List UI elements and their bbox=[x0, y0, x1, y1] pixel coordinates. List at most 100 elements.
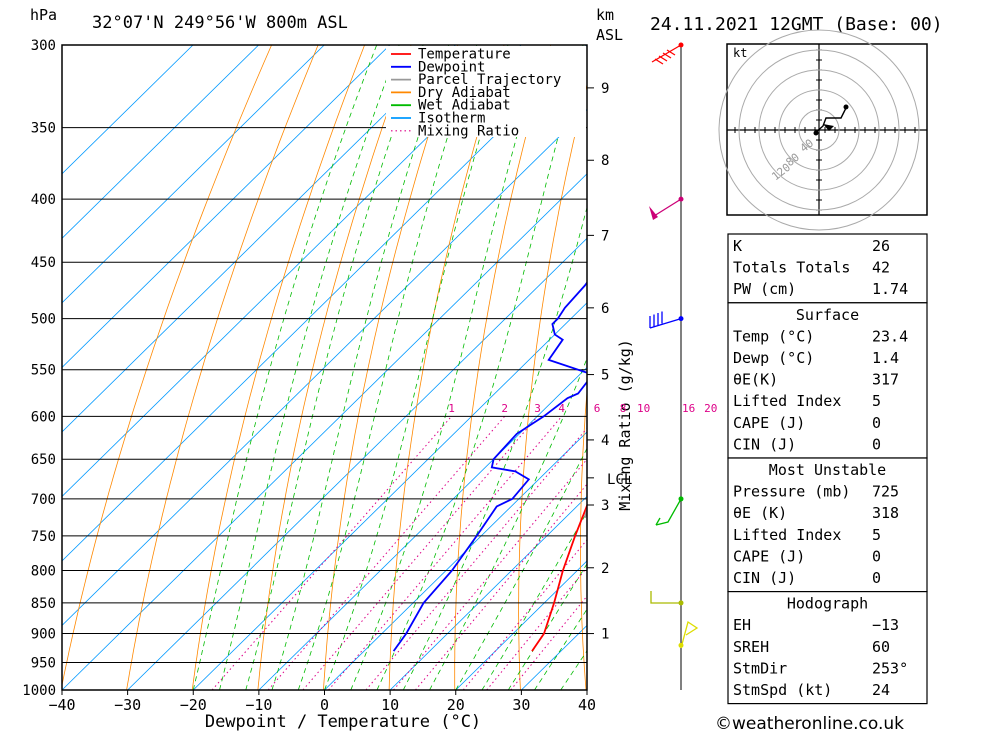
dry-adiabat-line bbox=[454, 45, 551, 690]
hodograph-startpoint bbox=[813, 130, 819, 136]
km-tick-label: 5 bbox=[601, 368, 609, 384]
isotherm-line bbox=[62, 45, 259, 239]
pressure-unit-label: hPa bbox=[30, 6, 57, 24]
pressure-tick-label: 300 bbox=[31, 38, 56, 54]
x-axis-label: Dewpoint / Temperature (°C) bbox=[205, 712, 481, 732]
indices-panel: K 26 Totals Totals 42 PW (cm) 1.74 Surface Temp… bbox=[727, 233, 928, 705]
series-temperature bbox=[531, 503, 587, 652]
isotherm-line bbox=[62, 45, 194, 175]
index-value: 42 bbox=[872, 259, 890, 277]
index-label: Pressure (mb) bbox=[733, 483, 850, 501]
hodograph-trace bbox=[814, 107, 847, 134]
index-label: EH bbox=[733, 616, 751, 634]
x-tick-label: −20 bbox=[180, 696, 207, 714]
dry-adiabat-line bbox=[518, 82, 587, 690]
axes: 3003504004505005506006507007508008509009… bbox=[22, 38, 740, 732]
index-value: −13 bbox=[872, 616, 899, 634]
dry-adiabat-line bbox=[191, 45, 365, 690]
index-value: 0 bbox=[872, 414, 881, 432]
indices-section-title: Hodograph bbox=[787, 595, 868, 613]
dry-adiabat-line bbox=[388, 45, 505, 690]
pressure-tick-label: 650 bbox=[31, 452, 56, 468]
wind-barb-shaft bbox=[653, 198, 682, 217]
index-label: StmSpd (kt) bbox=[733, 681, 832, 699]
index-label: CAPE (J) bbox=[733, 414, 805, 432]
isotherm-line bbox=[62, 45, 522, 497]
dry-adiabat-line bbox=[126, 45, 319, 690]
mixing-ratio-line bbox=[267, 416, 506, 690]
pressure-tick-label: 600 bbox=[31, 409, 56, 425]
wind-barb-shaft bbox=[651, 44, 682, 63]
index-value: 0 bbox=[872, 547, 881, 565]
wet-adiabat-line bbox=[324, 45, 509, 690]
mixing-ratio-value-label: 2 bbox=[501, 402, 508, 415]
index-value: 0 bbox=[872, 435, 881, 453]
dry-adiabat-line bbox=[965, 45, 1000, 690]
pressure-tick-label: 950 bbox=[31, 656, 56, 672]
wind-level-dot bbox=[678, 496, 684, 502]
index-value: 318 bbox=[872, 504, 899, 522]
index-value: 1.4 bbox=[872, 349, 899, 367]
index-value: 725 bbox=[872, 483, 899, 501]
isotherm-line bbox=[127, 237, 587, 690]
series-dewpoint bbox=[392, 281, 587, 652]
mixing-ratio-value-label: 16 bbox=[682, 402, 695, 415]
index-label: K bbox=[733, 237, 742, 255]
pressure-tick-label: 450 bbox=[31, 255, 56, 271]
km-tick-label: 3 bbox=[601, 498, 609, 514]
wet-adiabat-line bbox=[245, 45, 424, 690]
x-tick-label: −30 bbox=[114, 696, 141, 714]
legend-entry: Dry Adiabat bbox=[418, 85, 511, 101]
mixing-ratio-value-label: 3 bbox=[534, 402, 541, 415]
wind-barb-shaft bbox=[650, 591, 681, 604]
wind-barb bbox=[651, 42, 684, 65]
pressure-tick-label: 400 bbox=[31, 192, 56, 208]
indices-box bbox=[727, 590, 928, 705]
wind-barb bbox=[649, 311, 684, 329]
wind-barb-shaft bbox=[680, 620, 699, 649]
legend-entry: Wet Adiabat bbox=[418, 98, 511, 114]
lcl-label: LCL bbox=[607, 472, 632, 488]
isotherm-line bbox=[62, 108, 587, 627]
legend-entry: Mixing Ratio bbox=[418, 123, 519, 139]
pressure-tick-label: 900 bbox=[31, 627, 56, 643]
index-label: θE(K) bbox=[733, 371, 778, 389]
index-label: CIN (J) bbox=[733, 569, 796, 587]
x-tick-label: 20 bbox=[447, 696, 465, 714]
isotherm-line bbox=[62, 45, 456, 433]
hodograph-ring bbox=[798, 109, 840, 151]
pressure-tick-label: 1000 bbox=[22, 683, 56, 699]
wind-barb-feather bbox=[658, 55, 668, 62]
indices-section-title: Surface bbox=[796, 306, 859, 324]
legend-entry: Temperature bbox=[418, 47, 511, 63]
km-tick-label: 2 bbox=[601, 561, 609, 577]
index-label: Dewp (°C) bbox=[733, 349, 814, 367]
x-tick-label: 0 bbox=[320, 696, 329, 714]
mixing-ratio-line bbox=[211, 416, 452, 690]
km-tick-label: 4 bbox=[601, 433, 609, 449]
wind-barb-shaft bbox=[655, 498, 682, 526]
index-value: 253° bbox=[872, 659, 908, 677]
wind-barb-feather bbox=[654, 58, 664, 65]
wind-barb bbox=[649, 196, 684, 220]
mixing-ratio-line bbox=[462, 538, 587, 690]
index-value: 5 bbox=[872, 526, 881, 544]
wind-barb-feather bbox=[666, 49, 676, 56]
mixing-ratio-line bbox=[302, 416, 538, 690]
hodograph-ring bbox=[778, 89, 860, 171]
indices-section-title: Most Unstable bbox=[769, 461, 886, 479]
hodograph-unit: kt bbox=[733, 46, 747, 60]
index-label: Lifted Index bbox=[733, 526, 841, 544]
index-label: PW (cm) bbox=[733, 280, 796, 298]
wet-adiabat-line bbox=[297, 45, 478, 690]
pressure-tick-label: 800 bbox=[31, 563, 56, 579]
index-label: θE (K) bbox=[733, 504, 787, 522]
hodograph-endpoint bbox=[843, 104, 849, 110]
index-value: 24 bbox=[872, 681, 890, 699]
index-label: Lifted Index bbox=[733, 392, 841, 410]
wet-adiabat-line bbox=[192, 45, 378, 690]
dry-adiabat-line bbox=[580, 386, 587, 690]
km-tick-label: 8 bbox=[601, 153, 609, 169]
km-tick-label: 1 bbox=[601, 627, 609, 643]
hodograph-ring bbox=[758, 69, 880, 191]
